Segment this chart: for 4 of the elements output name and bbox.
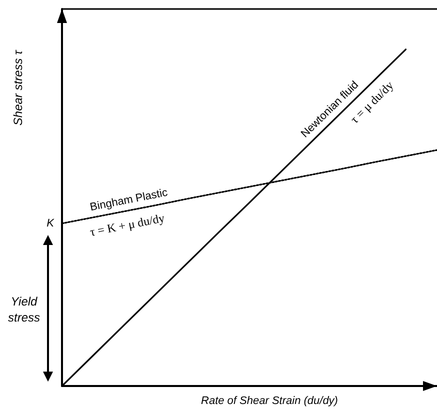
text: K (46, 217, 55, 230)
text: Yield stress (8, 294, 40, 325)
y-axis-title: Shear stress τ (11, 48, 25, 126)
x-axis-title: Rate of Shear Strain (du/dy) (201, 395, 338, 407)
